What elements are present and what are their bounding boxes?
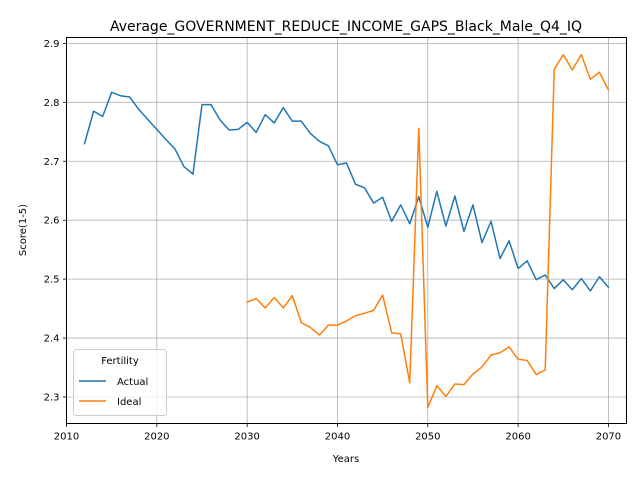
chart-title: Average_GOVERNMENT_REDUCE_INCOME_GAPS_Bl… — [110, 19, 582, 35]
series-line-ideal — [246, 53, 610, 409]
legend-box — [73, 349, 167, 416]
x-axis-label: Years — [332, 454, 359, 465]
plot-frame — [66, 37, 627, 424]
axis-ticks: 2010 2020 2030 2040 2050 2060 2070 2.3 2.4 2.5 2.6… — [44, 39, 622, 443]
x-tick-label: 2060 — [505, 432, 530, 443]
y-axis-label: Score(1-5) — [18, 204, 29, 256]
x-tick-label: 2010 — [54, 432, 79, 443]
x-tick-label: 2020 — [144, 432, 169, 443]
legend-label-ideal: Ideal — [117, 397, 141, 408]
grid-lines — [66, 37, 627, 424]
legend-label-actual: Actual — [117, 377, 148, 388]
x-tick-label: 2050 — [415, 432, 440, 443]
y-tick-label: 2.8 — [44, 98, 60, 109]
y-tick-label: 2.9 — [44, 39, 60, 50]
legend-title: Fertility — [101, 356, 139, 367]
series-lines — [83, 53, 610, 409]
y-tick-label: 2.7 — [44, 157, 60, 168]
x-tick-label: 2070 — [596, 432, 621, 443]
x-tick-label: 2040 — [325, 432, 350, 443]
legend: Fertility Actual Ideal — [73, 349, 167, 416]
x-tick-label: 2030 — [234, 432, 259, 443]
y-tick-label: 2.4 — [44, 334, 60, 345]
series-line-actual — [83, 91, 610, 292]
y-tick-label: 2.6 — [44, 216, 60, 227]
y-tick-label: 2.5 — [44, 275, 60, 286]
y-tick-label: 2.3 — [44, 392, 60, 403]
